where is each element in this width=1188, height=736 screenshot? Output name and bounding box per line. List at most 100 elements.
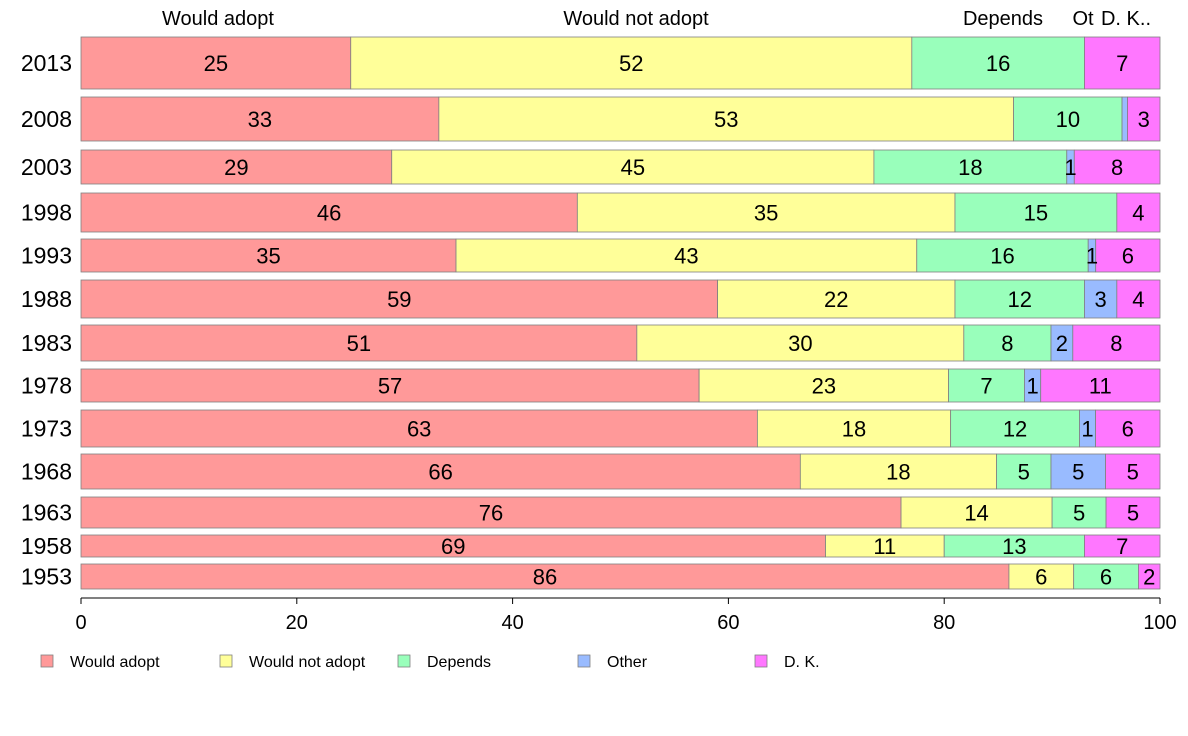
value-label-1958-s0: 69 [441,534,465,559]
bar-value-labels: 25 52 16 733 53 10 329 45 18 1 846 35 15 435 43 16 1 659 2… [204,51,1156,590]
value-label-1998-s0: 46 [317,201,341,226]
bar-1978-s0 [80,368,700,403]
value-label-2013-s0: 25 [204,51,228,76]
year-label-1998: 1998 [21,200,72,226]
bar-1973-s1 [756,409,952,448]
value-label-1953-s4: 2 [1143,565,1155,590]
value-label-1973-s2: 12 [1003,417,1027,442]
bar-2013-s1 [350,36,913,90]
year-label-1963: 1963 [21,500,72,526]
x-tick-label-0: 0 [75,612,86,634]
value-label-1968-s3: 5 [1072,460,1084,485]
value-label-1988-s3: 3 [1095,287,1107,312]
bar-1978-s4 [1040,368,1161,403]
bar-2008-s2 [1013,96,1123,142]
value-label-1983-s2: 8 [1001,331,1013,356]
value-label-1998-s2: 15 [1024,201,1048,226]
bar-1953-s4 [1138,563,1161,590]
value-label-1958-s4: 7 [1116,534,1128,559]
x-tick-label-100: 100 [1143,612,1176,634]
value-label-1998-s1: 35 [754,201,778,226]
bar-2008-s3 [1121,96,1128,142]
value-label-1973-s1: 18 [842,417,866,442]
bar-1983-s4 [1072,324,1161,362]
year-label-1968: 1968 [21,459,72,485]
value-label-1968-s2: 5 [1018,460,1030,485]
value-label-1973-s4: 6 [1122,417,1134,442]
value-label-1988-s2: 12 [1007,287,1031,312]
bar-1988-s1 [717,279,956,319]
x-axis: 0 20 40 60 80 100 [75,597,1177,634]
value-label-1973-s3: 1 [1081,417,1093,442]
legend-label-3: Other [607,654,648,671]
value-label-2008-s1: 53 [714,107,738,132]
bar-1993-s1 [455,238,918,273]
legend-label-4: D. K. [784,654,820,671]
bar-1973-s0 [80,409,758,448]
value-label-2013-s2: 16 [986,51,1010,76]
bar-1973-s4 [1095,409,1161,448]
x-tick-label-60: 60 [717,612,739,634]
year-label-2003: 2003 [21,154,72,180]
value-label-1988-s1: 22 [824,287,848,312]
value-label-1963-s0: 76 [479,501,503,526]
value-label-1953-s0: 86 [533,565,557,590]
value-label-1968-s0: 66 [428,460,452,485]
bar-1993-s2 [916,238,1089,273]
value-label-1963-s1: 14 [964,501,988,526]
value-label-1958-s1: 11 [873,534,896,559]
bar-2013-s4 [1084,36,1161,90]
value-label-1963-s2: 5 [1073,501,1085,526]
bar-1983-s0 [80,324,638,362]
legend-swatch-3 [577,654,591,668]
bar-1968-s1 [799,453,997,490]
bar-1958-s4 [1084,534,1161,558]
bar-1988-s2 [954,279,1085,319]
x-tick-label-20: 20 [286,612,308,634]
bar-2003-s0 [80,149,393,185]
value-label-2008-s4: 3 [1138,107,1150,132]
value-label-1978-s1: 23 [812,374,836,399]
top-label-4: D. K.. [1101,8,1151,30]
value-label-1953-s1: 6 [1035,565,1047,590]
top-label-1: Would not adopt [563,8,709,30]
year-label-1958: 1958 [21,533,72,559]
bar-2008-s1 [438,96,1015,142]
value-label-1993-s0: 35 [256,244,280,269]
year-label-1983: 1983 [21,330,72,356]
year-label-2008: 2008 [21,106,72,132]
value-label-1978-s2: 7 [980,374,992,399]
bar-1983-s2 [963,324,1052,362]
legend-label-0: Would adopt [70,654,160,671]
value-label-1993-s1: 43 [674,244,698,269]
bar-1998-s1 [576,192,956,233]
value-label-1988-s4: 4 [1132,287,1144,312]
year-label-1993: 1993 [21,243,72,269]
bar-1988-s4 [1116,279,1161,319]
bar-1998-s0 [80,192,578,233]
bar-1978-s2 [948,368,1025,403]
legend-swatch-1 [219,654,233,668]
bar-1968-s3 [1050,453,1106,490]
value-label-2008-s0: 33 [248,107,272,132]
value-label-1958-s2: 13 [1002,534,1026,559]
bar-1988-s3 [1084,279,1118,319]
bar-1998-s2 [954,192,1118,233]
top-label-0: Would adopt [162,8,274,30]
value-label-1988-s0: 59 [387,287,411,312]
value-label-1968-s4: 5 [1127,460,1139,485]
value-label-1993-s4: 6 [1122,244,1134,269]
bar-2013-s0 [80,36,352,90]
value-label-1998-s4: 4 [1132,201,1144,226]
legend-swatch-0 [40,654,54,668]
value-label-2013-s1: 52 [619,51,643,76]
year-labels: 2013 2008 2003 1998 1993 1988 1983 1978 1973 1968… [21,50,72,590]
value-label-1983-s0: 51 [347,331,371,356]
value-label-2008-s2: 10 [1056,107,1080,132]
top-label-3: Ot [1072,8,1094,30]
legend-swatch-4 [754,654,768,668]
value-label-1983-s4: 8 [1110,331,1122,356]
value-label-1963-s4: 5 [1127,501,1139,526]
bar-1978-s1 [698,368,949,403]
